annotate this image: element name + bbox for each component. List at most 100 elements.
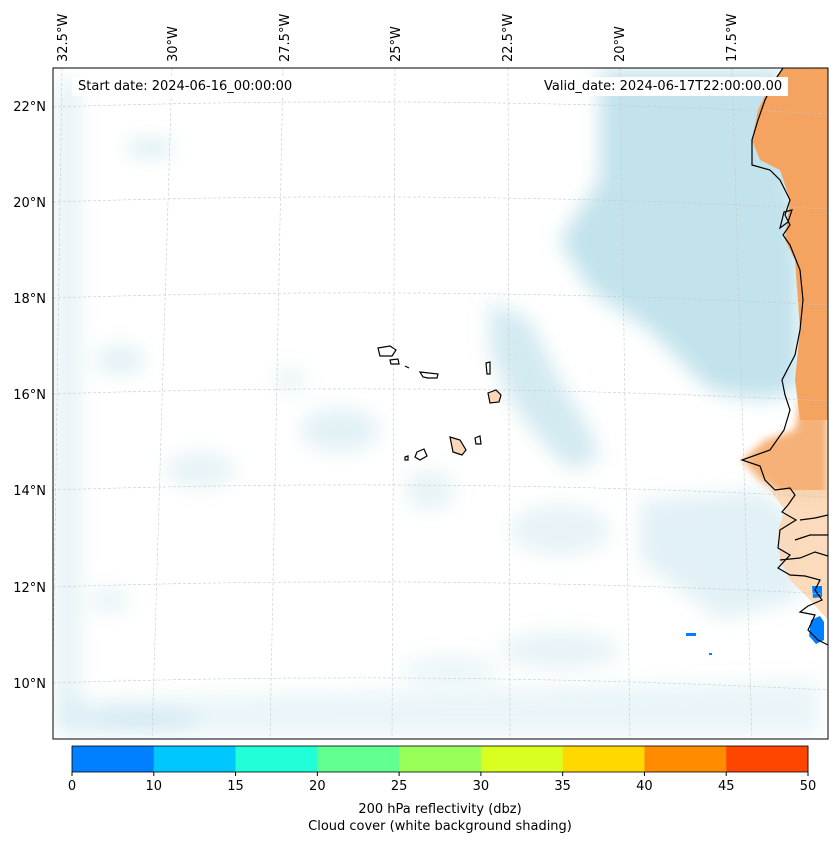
colorbar-tick-label: 35 <box>554 779 571 794</box>
cloud-patch <box>300 408 380 452</box>
colorbar-tick-label: 30 <box>473 779 490 794</box>
lat-label: 12°N <box>13 581 46 596</box>
colorbar-swatch <box>317 746 400 772</box>
lat-label: 10°N <box>13 677 46 692</box>
colorbar-swatch <box>399 746 482 772</box>
coast-inlet <box>779 209 793 230</box>
island-maio <box>474 435 482 445</box>
meridian-line <box>619 68 631 739</box>
colorbar: 0 10 15 20 25 30 35 40 45 50 <box>68 745 816 794</box>
colorbar-swatch <box>562 746 645 772</box>
lat-label: 22°N <box>13 100 46 115</box>
cloud-patch <box>400 656 500 684</box>
lat-label: 18°N <box>13 292 46 307</box>
meridian-line <box>507 68 511 739</box>
coastlines <box>377 68 828 646</box>
latitude-labels: 22°N 20°N 18°N 16°N 14°N 12°N 10°N <box>13 100 46 692</box>
colorbar-swatch <box>153 746 237 772</box>
colorbar-swatch <box>644 746 727 772</box>
reflectivity-cell <box>809 616 824 644</box>
colorbar-swatch <box>480 746 564 772</box>
colorbar-tick-label: 10 <box>146 779 163 794</box>
lat-label: 20°N <box>13 196 46 211</box>
cloud-patch <box>165 452 235 488</box>
cloud-patch <box>510 505 610 555</box>
cloud-central-band <box>490 300 600 470</box>
colorbar-label-line1: 200 hPa reflectivity (dbz) <box>358 802 522 817</box>
colorbar-frame <box>71 745 809 773</box>
cloud-patch <box>275 368 305 392</box>
colorbar-tick-label: 45 <box>718 779 735 794</box>
graticule <box>53 68 828 739</box>
coast-inlet <box>794 534 828 541</box>
cloud-south-strip <box>60 680 820 735</box>
island-fill <box>488 390 501 403</box>
island-sao-vicente <box>389 358 400 365</box>
lon-label: 22.5°W <box>501 14 516 62</box>
colorbar-swatch <box>235 746 318 772</box>
parallel-line <box>53 484 828 498</box>
island-sao-nicolau <box>418 371 439 379</box>
cloud-east-lower <box>640 490 800 620</box>
colorbar-swatches <box>72 746 809 772</box>
cloud-patch <box>125 140 175 156</box>
colorbar-tick-label: 20 <box>309 779 326 794</box>
lon-label: 17.5°W <box>725 14 740 62</box>
cloud-patch <box>90 588 130 612</box>
colorbar-tick-label: 0 <box>68 779 76 794</box>
start-date-label: Start date: 2024-06-16_00:00:00 <box>72 77 299 96</box>
parallel-line <box>53 677 828 691</box>
cloud-patch <box>405 470 455 510</box>
island-fogo <box>414 448 428 461</box>
lon-label: 25°W <box>389 26 404 62</box>
meridian-line <box>151 68 173 739</box>
parallel-line <box>53 581 828 595</box>
reflectivity-cell <box>709 653 712 655</box>
coast-inlet <box>799 514 828 521</box>
map-frame <box>52 67 829 740</box>
reflectivity-cell <box>686 633 696 636</box>
cloud-patch <box>500 632 620 668</box>
coast-inlet <box>779 551 828 561</box>
island-santa-luzia <box>404 365 410 369</box>
colorbar-tick-label: 50 <box>800 779 817 794</box>
island-sal <box>485 361 491 375</box>
land-hot-south <box>742 400 828 500</box>
meridian-line <box>731 68 753 739</box>
cloud-west-strip <box>55 80 80 730</box>
lat-label: 16°N <box>13 388 46 403</box>
lat-label: 14°N <box>13 484 46 499</box>
island-santo-antao <box>377 345 397 357</box>
cloud-cover-layer <box>55 70 820 735</box>
island-brava <box>404 455 409 461</box>
lon-label: 20°W <box>613 26 628 62</box>
reflectivity-layer <box>686 586 824 655</box>
colorbar-ticks: 0 10 15 20 25 30 35 40 45 50 <box>68 772 816 794</box>
colorbar-swatch <box>72 746 155 772</box>
parallel-line <box>53 292 828 306</box>
colorbar-tick-label: 25 <box>391 779 408 794</box>
lon-label: 27.5°W <box>278 14 293 62</box>
longitude-labels: 32.5°W 30°W 27.5°W 25°W 22.5°W 20°W 17.5… <box>56 14 740 62</box>
parallel-line <box>53 101 828 115</box>
parallel-line <box>53 388 828 402</box>
colorbar-tick-label: 40 <box>636 779 653 794</box>
cloud-patch <box>80 710 200 730</box>
parallel-line <box>53 196 828 210</box>
valid-date-label: Valid_date: 2024-06-17T22:00:00.00 <box>538 77 789 96</box>
lon-label: 30°W <box>166 26 181 62</box>
meridian-line <box>53 68 63 693</box>
africa-coastline <box>740 68 828 646</box>
meridian-line <box>269 68 284 739</box>
cloud-northeast-band <box>560 70 800 400</box>
cloud-patch <box>95 345 145 375</box>
lon-label: 32.5°W <box>56 14 71 62</box>
colorbar-swatch <box>726 746 809 772</box>
colorbar-label-line2: Cloud cover (white background shading) <box>308 819 572 834</box>
island-boa-vista <box>487 389 502 404</box>
island-fill <box>450 437 466 455</box>
meridian-line <box>391 68 396 739</box>
colorbar-tick-label: 15 <box>227 779 244 794</box>
island-santiago <box>449 436 467 456</box>
